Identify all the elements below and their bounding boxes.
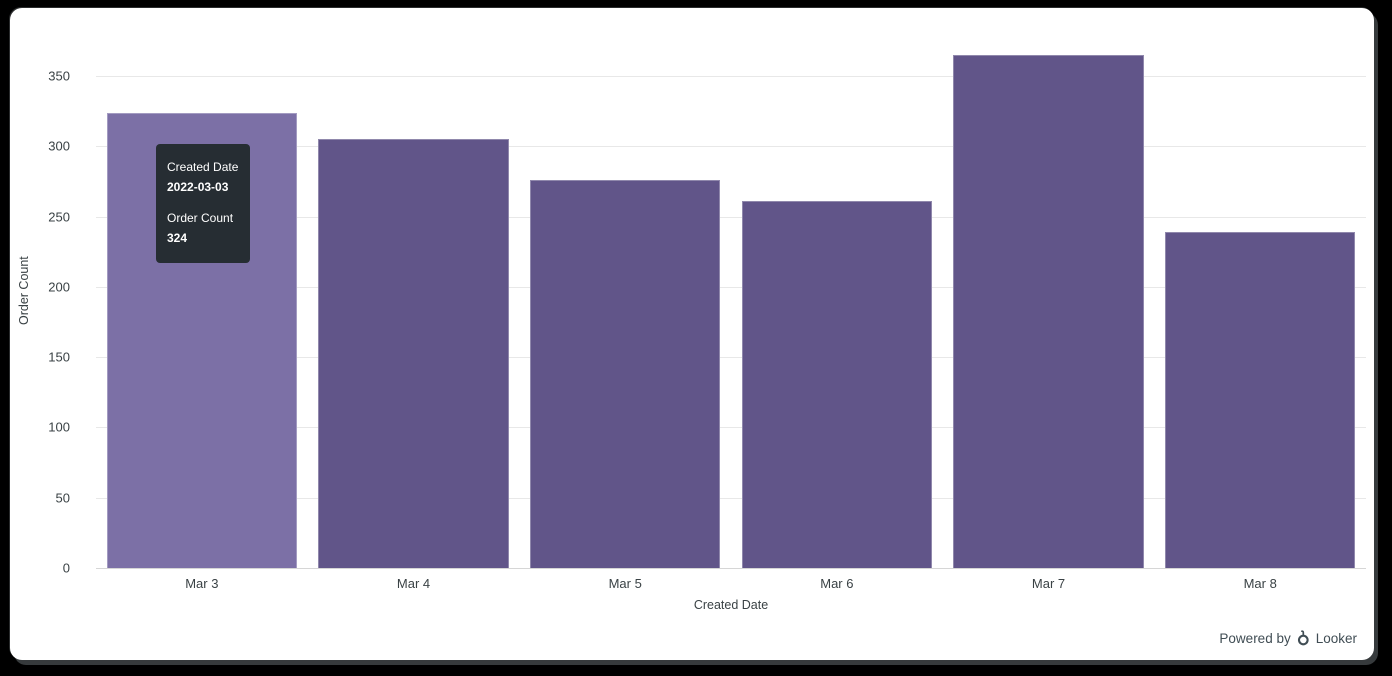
gridline (96, 76, 1366, 78)
tooltip-dimension-value: 2022-03-03 (167, 180, 229, 194)
x-tick-label: Mar 3 (185, 576, 219, 591)
looker-brand-text: Looker (1315, 630, 1357, 646)
x-tick-label: Mar 5 (608, 576, 642, 591)
looker-logo-icon (1297, 630, 1310, 646)
bar-mar-5[interactable] (529, 180, 721, 568)
y-tick-label: 250 (48, 209, 70, 225)
gridline (96, 146, 1366, 148)
y-axis-title: Order Count (17, 256, 31, 325)
bar-mar-6[interactable] (741, 201, 933, 568)
tooltip-measure-label: Order Count (167, 211, 234, 225)
y-tick-label: 100 (48, 419, 70, 435)
bar-series (96, 55, 1366, 568)
x-tick-label: Mar 8 (1243, 576, 1277, 591)
bar-slot (731, 55, 943, 568)
bar-mar-4[interactable] (318, 139, 509, 568)
y-tick-label: 0 (62, 560, 70, 576)
gridline (96, 216, 1366, 218)
gridline (96, 286, 1366, 288)
gridline (96, 427, 1366, 429)
bar-slot (519, 55, 731, 568)
x-tick-label: Mar 4 (396, 576, 431, 591)
bar-mar-7[interactable] (953, 55, 1144, 568)
y-axis: 0 50 100 150 200 250 300 350 (10, 55, 82, 576)
plot-area (96, 55, 1366, 569)
x-axis-title: Created Date (693, 598, 769, 612)
bar-slot (943, 55, 1155, 568)
bar-mar-8[interactable] (1164, 232, 1356, 568)
x-axis-labels: Mar 3 Mar 4 Mar 5 Mar 6 Mar 7 Mar 8 (96, 576, 1366, 591)
tooltip-dimension-label: Created Date (167, 160, 239, 174)
y-tick-label: 350 (48, 68, 70, 84)
x-tick-label: Mar 6 (820, 576, 854, 591)
powered-by-looker[interactable]: Powered by Looker (1219, 630, 1357, 646)
y-tick-label: 50 (55, 490, 70, 506)
tooltip-measure-value: 324 (167, 231, 188, 245)
bar-slot (1154, 55, 1366, 568)
y-tick-label: 200 (48, 279, 70, 295)
powered-by-text: Powered by (1219, 630, 1291, 646)
gridline (96, 497, 1366, 499)
tooltip-spacer (167, 197, 240, 208)
gridline (96, 357, 1366, 359)
bar-slot (308, 55, 520, 568)
y-tick-label: 150 (48, 349, 70, 365)
y-tick-label: 300 (48, 138, 70, 154)
chart-tooltip: Created Date 2022-03-03 Order Count 324 (156, 144, 250, 263)
bar-slot (96, 55, 308, 568)
x-tick-label: Mar 7 (1031, 576, 1066, 591)
